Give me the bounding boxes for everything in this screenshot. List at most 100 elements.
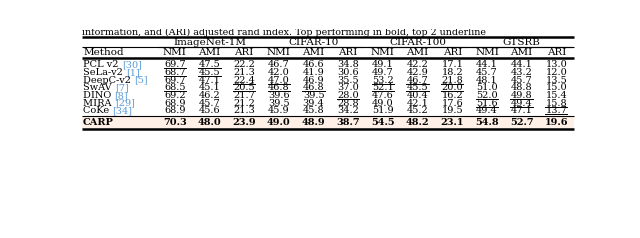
Text: 21.8: 21.8 xyxy=(442,76,463,85)
Text: 51.0: 51.0 xyxy=(476,83,498,92)
Text: 17.1: 17.1 xyxy=(442,60,463,69)
Text: 46.8: 46.8 xyxy=(303,83,324,92)
Text: AMI: AMI xyxy=(303,48,324,57)
Text: 35.5: 35.5 xyxy=(337,76,359,85)
Text: 46.6: 46.6 xyxy=(303,60,324,69)
Text: 45.5: 45.5 xyxy=(407,83,428,92)
Text: 42.1: 42.1 xyxy=(406,99,429,108)
Text: 22.4: 22.4 xyxy=(233,76,255,85)
Text: 43.2: 43.2 xyxy=(511,68,532,77)
Text: 47.1: 47.1 xyxy=(198,76,220,85)
Text: DINO: DINO xyxy=(83,91,115,100)
Text: 49.0: 49.0 xyxy=(372,99,394,108)
Text: 46.7: 46.7 xyxy=(407,76,429,85)
Text: 49.8: 49.8 xyxy=(511,91,532,100)
Text: AMI: AMI xyxy=(406,48,429,57)
Text: ARI: ARI xyxy=(234,48,254,57)
Text: 12.0: 12.0 xyxy=(545,68,567,77)
Text: 47.1: 47.1 xyxy=(511,106,532,115)
Text: ARI: ARI xyxy=(443,48,462,57)
Text: 39.6: 39.6 xyxy=(268,91,290,100)
Text: 47.0: 47.0 xyxy=(268,76,290,85)
Text: 54.5: 54.5 xyxy=(371,118,395,127)
Text: 22.2: 22.2 xyxy=(233,60,255,69)
Text: Method: Method xyxy=(83,48,124,57)
Text: 45.2: 45.2 xyxy=(407,106,429,115)
Text: 53.2: 53.2 xyxy=(372,76,394,85)
Text: 45.8: 45.8 xyxy=(303,106,324,115)
Text: 49.7: 49.7 xyxy=(372,68,394,77)
Text: information, and (ARI) adjusted rand index. Top performing in bold, top 2 underl: information, and (ARI) adjusted rand ind… xyxy=(83,27,486,37)
Text: 68.9: 68.9 xyxy=(164,106,186,115)
Text: 34.2: 34.2 xyxy=(337,106,359,115)
Text: 45.1: 45.1 xyxy=(198,83,220,92)
Text: 39.5: 39.5 xyxy=(303,91,324,100)
Text: 46.8: 46.8 xyxy=(268,83,290,92)
Text: 49.4: 49.4 xyxy=(476,106,498,115)
Text: 39.5: 39.5 xyxy=(268,99,290,108)
Text: 28.8: 28.8 xyxy=(337,99,359,108)
Text: NMI: NMI xyxy=(267,48,291,57)
Text: 13.5: 13.5 xyxy=(545,76,567,85)
Text: 20.0: 20.0 xyxy=(442,83,463,92)
Text: 30.6: 30.6 xyxy=(337,68,359,77)
Text: [29]: [29] xyxy=(115,99,134,108)
Text: 21.3: 21.3 xyxy=(233,106,255,115)
Bar xyxy=(83,116,573,129)
Text: 15.4: 15.4 xyxy=(545,91,567,100)
Text: 68.7: 68.7 xyxy=(164,68,186,77)
Text: 45.9: 45.9 xyxy=(268,106,290,115)
Text: CoKe: CoKe xyxy=(83,106,113,115)
Text: 21.3: 21.3 xyxy=(233,68,255,77)
Text: 45.6: 45.6 xyxy=(198,106,220,115)
Text: NMI: NMI xyxy=(163,48,187,57)
Text: 48.9: 48.9 xyxy=(301,118,325,127)
Text: 52.0: 52.0 xyxy=(476,91,498,100)
Text: 51.6: 51.6 xyxy=(476,99,498,108)
Text: ARI: ARI xyxy=(547,48,566,57)
Text: 20.5: 20.5 xyxy=(234,83,255,92)
Text: 23.9: 23.9 xyxy=(232,118,256,127)
Text: NMI: NMI xyxy=(475,48,499,57)
Text: 48.0: 48.0 xyxy=(198,118,221,127)
Text: 49.0: 49.0 xyxy=(267,118,291,127)
Text: 44.1: 44.1 xyxy=(476,60,498,69)
Text: 54.8: 54.8 xyxy=(475,118,499,127)
Text: 45.7: 45.7 xyxy=(198,99,220,108)
Text: 15.0: 15.0 xyxy=(545,83,567,92)
Text: 52.1: 52.1 xyxy=(372,83,394,92)
Text: SeLa-v2: SeLa-v2 xyxy=(83,68,126,77)
Text: 70.3: 70.3 xyxy=(163,118,187,127)
Text: 19.5: 19.5 xyxy=(442,106,463,115)
Text: 42.0: 42.0 xyxy=(268,68,290,77)
Text: 68.5: 68.5 xyxy=(164,83,186,92)
Text: 47.5: 47.5 xyxy=(198,60,220,69)
Text: [34]: [34] xyxy=(113,106,132,115)
Text: CIFAR-10: CIFAR-10 xyxy=(289,38,339,47)
Text: 23.1: 23.1 xyxy=(440,118,464,127)
Text: 45.7: 45.7 xyxy=(476,68,498,77)
Text: 28.0: 28.0 xyxy=(337,91,359,100)
Text: [5]: [5] xyxy=(134,76,148,85)
Text: 34.8: 34.8 xyxy=(337,60,359,69)
Text: 18.2: 18.2 xyxy=(442,68,463,77)
Text: 69.7: 69.7 xyxy=(164,60,186,69)
Text: CARP: CARP xyxy=(83,118,114,127)
Text: 38.7: 38.7 xyxy=(337,118,360,127)
Text: 45.7: 45.7 xyxy=(511,76,532,85)
Text: 40.4: 40.4 xyxy=(407,91,429,100)
Text: NMI: NMI xyxy=(371,48,395,57)
Text: AMI: AMI xyxy=(198,48,221,57)
Text: 42.9: 42.9 xyxy=(407,68,429,77)
Text: 39.4: 39.4 xyxy=(303,99,324,108)
Text: 41.9: 41.9 xyxy=(303,68,324,77)
Text: 48.8: 48.8 xyxy=(511,83,532,92)
Text: 16.2: 16.2 xyxy=(442,91,463,100)
Text: [7]: [7] xyxy=(115,83,129,92)
Text: [1]: [1] xyxy=(126,68,140,77)
Text: MIRA: MIRA xyxy=(83,99,115,108)
Text: 47.6: 47.6 xyxy=(372,91,394,100)
Text: 17.6: 17.6 xyxy=(442,99,463,108)
Text: 48.2: 48.2 xyxy=(406,118,429,127)
Text: 21.7: 21.7 xyxy=(233,91,255,100)
